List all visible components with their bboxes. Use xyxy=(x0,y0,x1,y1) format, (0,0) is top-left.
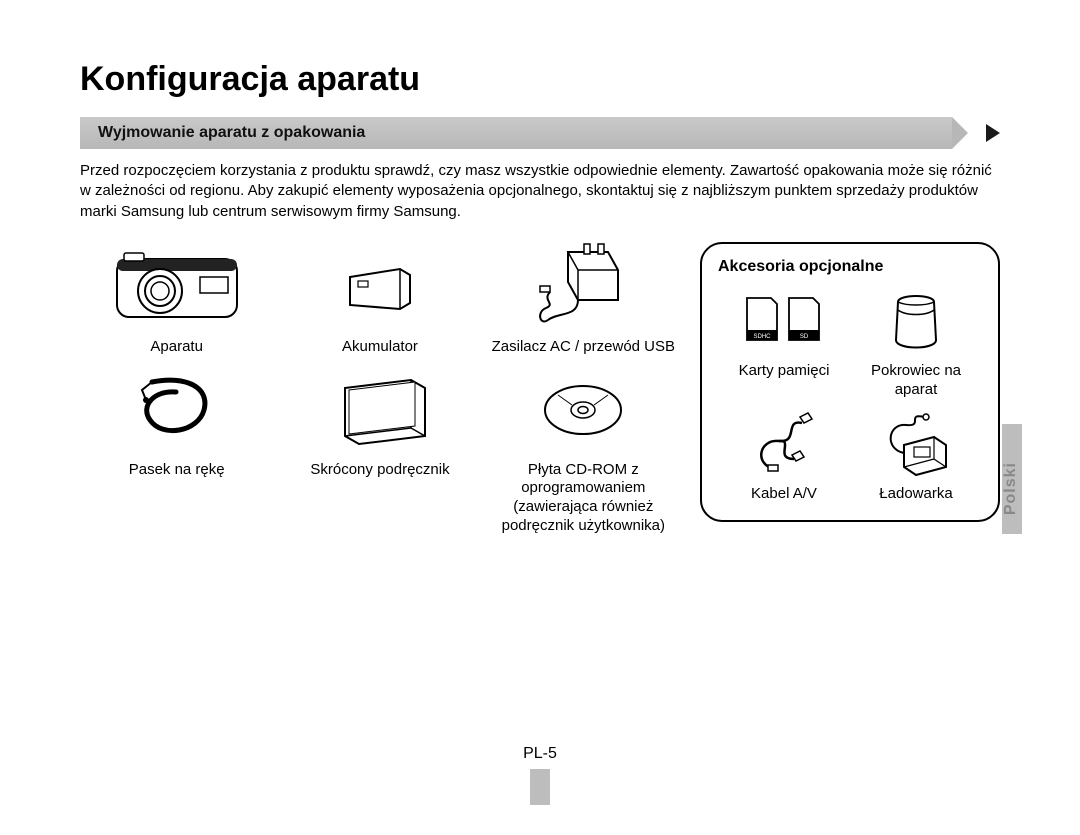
optional-box: Akcesoria opcjonalne SDHC SD xyxy=(700,242,1000,522)
case-icon xyxy=(886,286,946,356)
item-guide: Skrócony podręcznik xyxy=(283,365,476,536)
footer-bar xyxy=(530,769,550,805)
manual-page: Konfiguracja aparatu Wyjmowanie aparatu … xyxy=(0,0,1080,835)
page-footer: PL-5 xyxy=(0,745,1080,805)
opt-memory: SDHC SD Karty pamięci xyxy=(718,286,850,400)
item-label: Płyta CD-ROM z oprogramowaniem (zawieraj… xyxy=(487,461,680,536)
item-label: Pasek na rękę xyxy=(129,461,225,480)
optional-accessories: Akcesoria opcjonalne SDHC SD xyxy=(700,242,1000,536)
section-banner-row: Wyjmowanie aparatu z opakowania xyxy=(80,117,1000,149)
camera-icon xyxy=(112,242,242,332)
item-label: Aparatu xyxy=(150,338,203,357)
language-label: Polski xyxy=(1002,462,1020,515)
included-items: Aparatu Akumulator xyxy=(80,242,680,536)
memory-icon: SDHC SD xyxy=(739,286,829,356)
strap-icon xyxy=(132,365,222,455)
item-adapter: Zasilacz AC / przewód USB xyxy=(487,242,680,357)
item-battery: Akumulator xyxy=(283,242,476,357)
opt-case: Pokrowiec na aparat xyxy=(850,286,982,400)
opt-label: Kabel A/V xyxy=(751,485,817,504)
optional-title: Akcesoria opcjonalne xyxy=(718,258,982,276)
item-strap: Pasek na rękę xyxy=(80,365,273,536)
item-label: Akumulator xyxy=(342,338,418,357)
opt-charger: Ładowarka xyxy=(850,409,982,504)
guide-icon xyxy=(325,365,435,455)
opt-label: Ładowarka xyxy=(879,485,952,504)
page-number: PL-5 xyxy=(523,745,557,762)
svg-text:SD: SD xyxy=(800,334,809,340)
battery-icon xyxy=(340,242,420,332)
play-icon xyxy=(986,124,1000,142)
item-label: Zasilacz AC / przewód USB xyxy=(492,338,675,357)
avcable-icon xyxy=(744,409,824,479)
svg-text:SDHC: SDHC xyxy=(753,334,771,340)
opt-label: Karty pamięci xyxy=(739,362,830,381)
charger-icon xyxy=(876,409,956,479)
adapter-icon xyxy=(528,242,638,332)
section-banner: Wyjmowanie aparatu z opakowania xyxy=(80,117,952,149)
item-cdrom: Płyta CD-ROM z oprogramowaniem (zawieraj… xyxy=(487,365,680,536)
item-label: Skrócony podręcznik xyxy=(310,461,449,480)
opt-avcable: Kabel A/V xyxy=(718,409,850,504)
content-area: Aparatu Akumulator xyxy=(80,242,1000,536)
opt-label: Pokrowiec na aparat xyxy=(850,362,982,400)
cdrom-icon xyxy=(538,365,628,455)
page-title: Konfiguracja aparatu xyxy=(80,60,1000,99)
item-camera: Aparatu xyxy=(80,242,273,357)
intro-text: Przed rozpoczęciem korzystania z produkt… xyxy=(80,161,1000,222)
